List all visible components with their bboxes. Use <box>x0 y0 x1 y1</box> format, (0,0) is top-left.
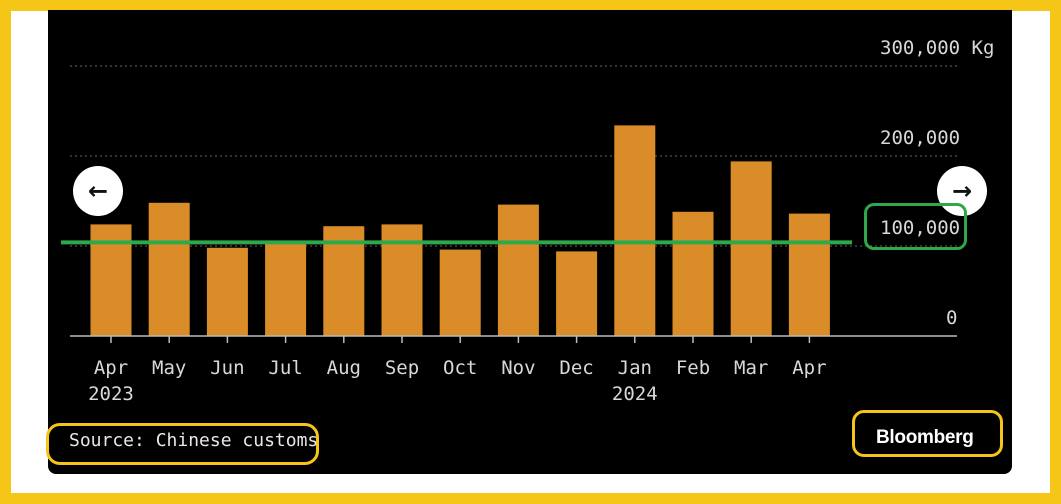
arrow-right-icon: → <box>951 177 973 205</box>
next-button[interactable]: → <box>937 166 987 216</box>
x-tick-label: Oct <box>443 357 477 379</box>
bar <box>148 202 190 336</box>
source-note: Source: Chinese customs <box>69 430 319 451</box>
tick-labels: 0 100,000 200,000 300,000 Kg Apr May Jun Jul Aug… <box>88 37 994 405</box>
y-tick-label: 0 <box>946 307 957 329</box>
year-label: 2023 <box>88 383 134 405</box>
arrow-left-icon: ← <box>87 177 109 205</box>
x-tick-label: Jul <box>268 357 302 379</box>
bar <box>556 251 598 336</box>
x-tick-label: Sep <box>385 357 419 379</box>
y-tick-label: 300,000 Kg <box>880 37 994 59</box>
x-tick-label: Aug <box>327 357 361 379</box>
x-tick-label: Apr <box>792 357 826 379</box>
bar <box>614 125 656 337</box>
y-tick-label: 200,000 <box>880 127 960 149</box>
x-tick-label: Dec <box>559 357 593 379</box>
bar <box>265 242 307 336</box>
bar <box>730 161 772 336</box>
x-tick-label: Jun <box>210 357 244 379</box>
bar <box>497 204 539 336</box>
x-tick-label: Jan <box>618 357 652 379</box>
x-tick-label: Feb <box>676 357 710 379</box>
y-tick-label: 100,000 <box>880 217 960 239</box>
year-label: 2024 <box>612 383 658 405</box>
bar <box>788 213 830 336</box>
bar <box>439 249 481 336</box>
previous-button[interactable]: ← <box>73 166 123 216</box>
x-tick-label: Nov <box>501 357 535 379</box>
bars <box>90 125 830 337</box>
x-tick-label: Apr <box>94 357 128 379</box>
x-tick-label: Mar <box>734 357 768 379</box>
bloomberg-logo: Bloomberg <box>876 427 974 448</box>
bar <box>672 211 714 336</box>
bar <box>206 247 248 336</box>
axes <box>70 335 957 343</box>
bar <box>323 226 365 336</box>
x-tick-label: May <box>152 357 186 379</box>
